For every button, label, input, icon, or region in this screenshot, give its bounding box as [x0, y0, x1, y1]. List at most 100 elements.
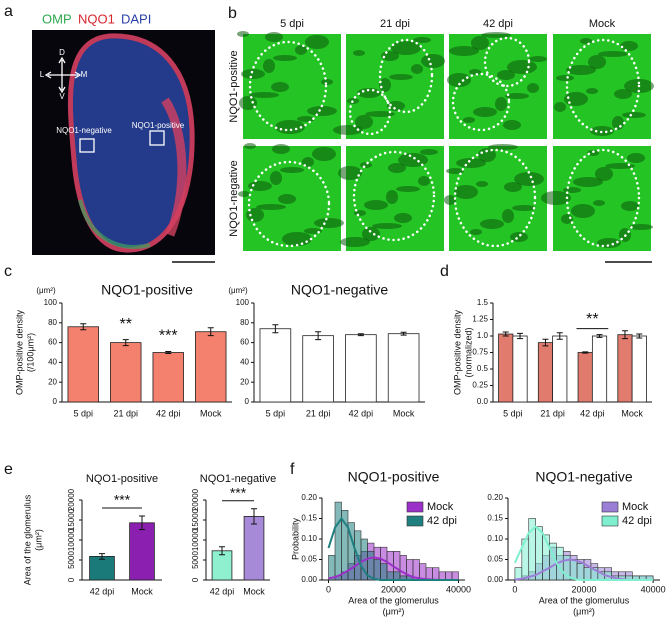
texture: [386, 190, 398, 204]
panel-label: b: [228, 5, 237, 22]
y-tick-label: 0.75: [472, 348, 488, 357]
x-tick-label: Mock: [393, 408, 415, 418]
stain-label: OMP: [42, 11, 72, 26]
texture: [248, 181, 272, 191]
bar: [195, 331, 227, 403]
glomerulus-outline: [352, 150, 436, 242]
texture: [476, 181, 488, 187]
tissue-section: [67, 33, 195, 253]
texture: [541, 191, 571, 205]
texture: [497, 70, 515, 80]
texture: [256, 204, 286, 210]
texture: [554, 102, 566, 112]
texture: [421, 54, 445, 68]
histogram-bar: [386, 571, 394, 581]
texture: [355, 115, 373, 129]
glomerulus-outline: [378, 38, 434, 114]
compass: [44, 56, 82, 94]
texture: [612, 116, 624, 130]
texture: [495, 97, 507, 111]
error-bar: [596, 334, 603, 338]
chart-title: NQO1-positive: [86, 473, 158, 485]
error-bar: [99, 553, 105, 560]
texture: [282, 232, 312, 246]
texture: [413, 37, 431, 43]
error-bar: [621, 330, 628, 340]
bar: [387, 333, 420, 403]
glomerulus-outline: [247, 160, 331, 248]
x-tick-label: 21 dpi: [540, 408, 565, 418]
texture: [391, 41, 421, 55]
y-tick-label: 20000: [191, 488, 200, 511]
texture: [588, 55, 606, 69]
texture: [488, 144, 518, 150]
texture: [586, 88, 598, 94]
panel-b: 5 dpi 21 dpi 42 dpi Mock NQO1-positive NQO1-n…: [228, 18, 654, 251]
y-tick-label: 15000: [67, 508, 76, 531]
y-tick-label: 40: [240, 358, 249, 367]
chart-title: NQO1-negative: [535, 469, 632, 485]
x-tick-label: 40000: [641, 584, 666, 594]
column-label: 5 dpi: [280, 18, 304, 30]
texture: [353, 50, 365, 56]
bar: [591, 335, 608, 403]
texture: [571, 204, 595, 218]
y-tick-label: 0.5: [477, 364, 489, 373]
bar: [89, 556, 115, 581]
x-tick-label: Mock: [243, 586, 265, 596]
panel-label: e: [4, 461, 13, 478]
density-curve: [513, 525, 654, 581]
panel-label: a: [4, 3, 13, 20]
roi-box: [149, 130, 165, 146]
texture: [388, 163, 406, 173]
texture: [580, 38, 592, 44]
y-tick-label: 20000: [67, 488, 76, 511]
y-tick-label: 0.00: [301, 575, 317, 584]
error-bar: [219, 546, 225, 556]
orientation-label: D: [59, 48, 65, 57]
texture: [396, 186, 420, 192]
texture: [280, 167, 304, 173]
y-tick-label: 0.05: [301, 555, 317, 564]
histogram-bar: [451, 571, 459, 581]
column-label: 21 dpi: [380, 18, 410, 30]
y-tick-label: 0: [191, 577, 200, 582]
bar: [345, 334, 377, 403]
y-tick-label: 0.0: [477, 397, 489, 406]
chart-title: NQO1-negative: [200, 473, 276, 485]
texture: [389, 74, 413, 80]
texture: [411, 64, 423, 74]
bar: [302, 335, 334, 403]
x-tick-label: 5 dpi: [503, 408, 523, 418]
texture: [478, 148, 496, 162]
x-tick-label: 40000: [446, 584, 471, 594]
glomerulus-outline: [348, 88, 392, 136]
bar: [631, 335, 647, 403]
y-tick-label: 0.10: [301, 534, 317, 543]
y-tick-label: 60: [48, 338, 57, 347]
texture: [305, 35, 329, 49]
orientation-label: V: [59, 92, 65, 101]
error-bar: [251, 508, 257, 525]
error-bar: [272, 324, 279, 334]
texture: [394, 213, 412, 223]
y-tick-label: 100: [44, 298, 58, 307]
x-axis-label: Area of the glomerulus: [539, 595, 630, 605]
x-axis-label: (μm²): [573, 606, 595, 616]
texture: [263, 59, 275, 73]
texture: [564, 92, 588, 106]
texture: [469, 69, 481, 75]
glomerulus-outline: [451, 72, 511, 132]
y-axis-label: (normalized): [463, 327, 473, 377]
bar: [498, 333, 514, 403]
bar: [512, 335, 528, 403]
y-tick-label: 20: [48, 377, 57, 386]
texture: [629, 224, 653, 230]
texture: [249, 92, 279, 98]
y-tick-label: 0: [53, 397, 58, 406]
histogram-bar: [393, 571, 401, 581]
texture: [481, 32, 511, 38]
texture: [273, 55, 297, 61]
x-tick-label: Mock: [131, 586, 153, 596]
